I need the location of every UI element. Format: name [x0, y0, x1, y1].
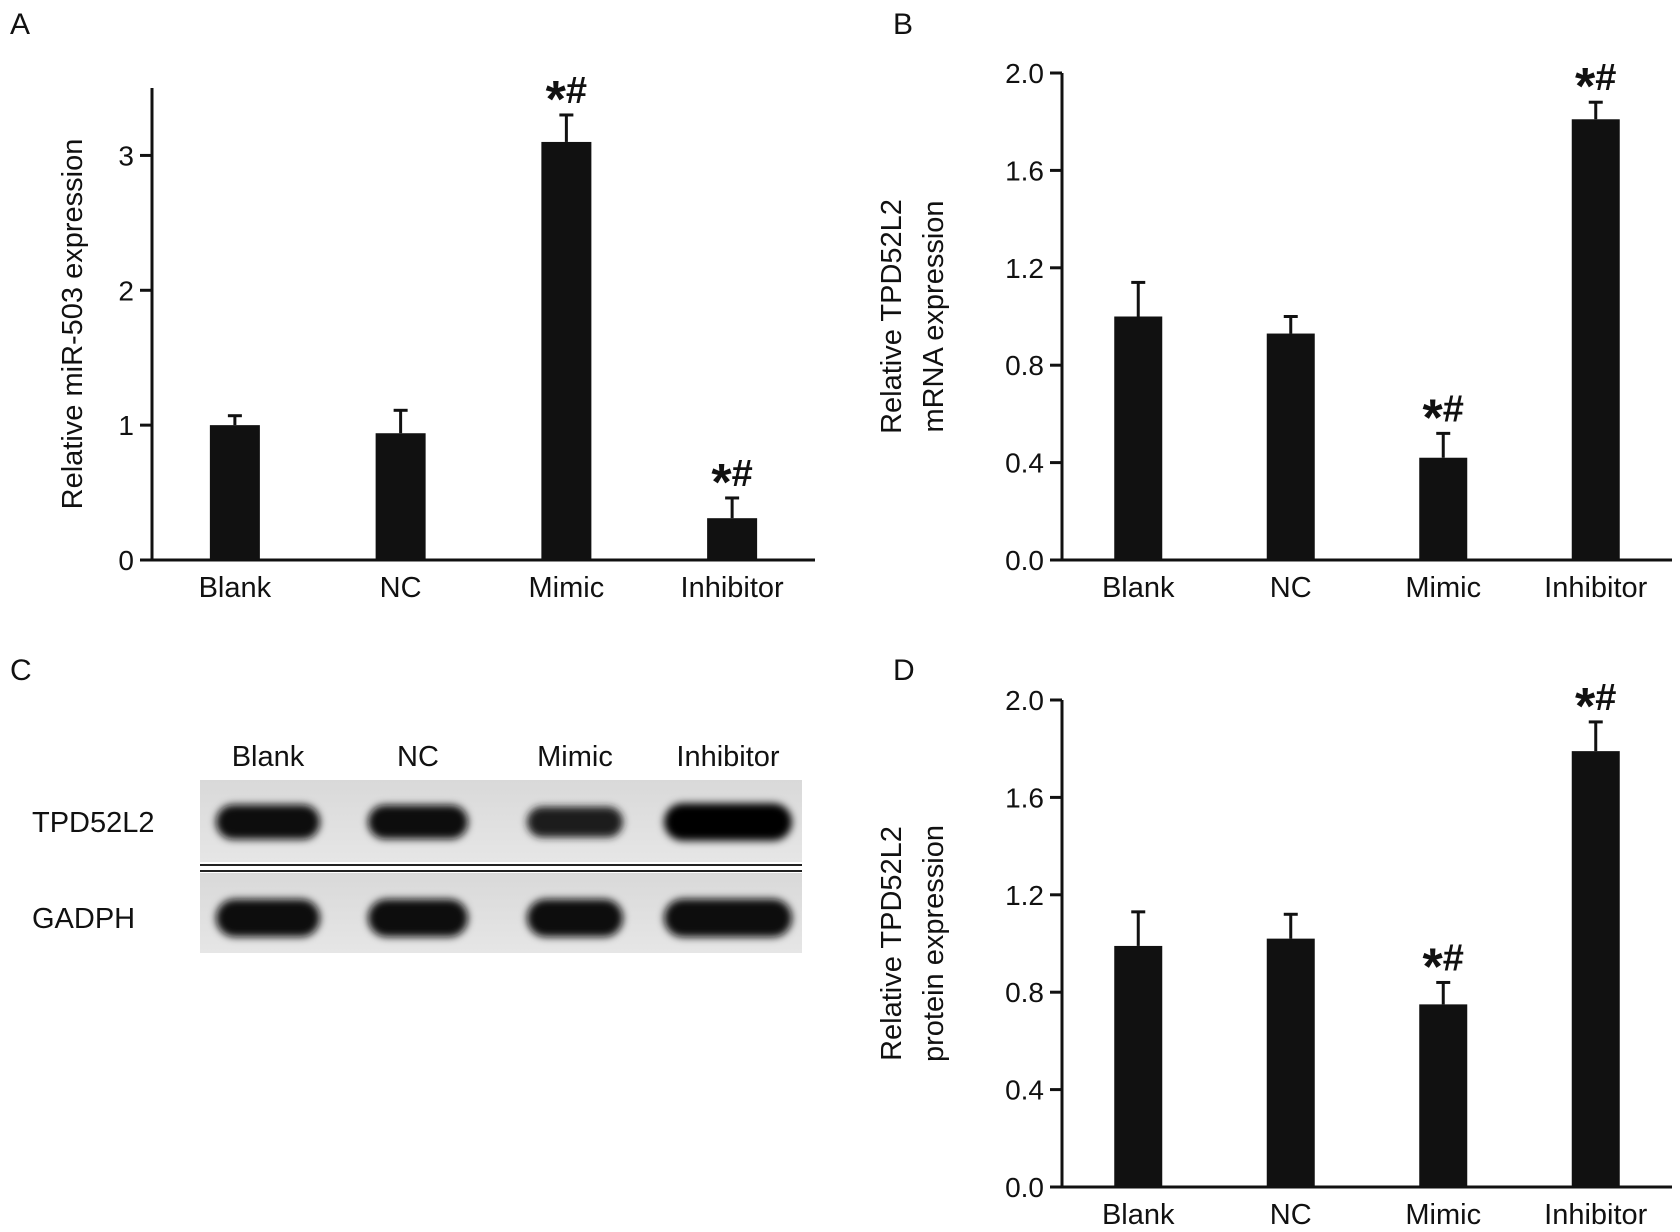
panel-label-d: D [893, 654, 915, 687]
blot-band [216, 899, 320, 937]
bar-mimic [1419, 457, 1468, 560]
x-tick-label: Mimic [1405, 1199, 1481, 1231]
blot-band [527, 806, 623, 838]
y-tick-label: 0.4 [1005, 1075, 1044, 1106]
significance-marker: *# [711, 453, 752, 512]
bar-nc [375, 433, 426, 560]
x-tick-label: Blank [1102, 572, 1175, 604]
blot-band [216, 804, 320, 840]
x-tick-label: Inhibitor [1544, 1199, 1648, 1231]
y-tick-label: 0.0 [1005, 545, 1044, 576]
x-tick-label: Inhibitor [681, 572, 785, 604]
western-blot: Blank NC Mimic Inhibitor TPD52L2 GADPH [32, 741, 802, 953]
y-axis-label: mRNA expression [918, 200, 950, 432]
blot-band [368, 805, 468, 839]
bar-mimic [1419, 1004, 1468, 1187]
bar-inhibitor [707, 518, 758, 560]
y-tick-label: 1.2 [1005, 253, 1044, 284]
x-tick-label: NC [380, 572, 422, 604]
y-axis-label: Relative TPD52L2 [876, 826, 908, 1061]
bar-mimic [541, 141, 592, 560]
blot-band [527, 899, 623, 937]
blot-lane-label: NC [397, 741, 439, 773]
bar-blank [1114, 945, 1163, 1187]
x-tick-label: Inhibitor [1544, 572, 1648, 604]
blot-band [368, 899, 468, 937]
blot-lane-label: Inhibitor [676, 741, 780, 773]
chart-panel-d: 0.0 0.4 0.8 1.2 1.6 2.0 Relative TPD52L2 protei… [876, 677, 1672, 1231]
x-tick-label: Blank [1102, 1199, 1175, 1231]
bar-nc [1266, 333, 1315, 560]
y-tick-label: 0.8 [1005, 977, 1044, 1008]
y-tick-label: 1.2 [1005, 880, 1044, 911]
panel-label-c: C [10, 654, 32, 687]
x-tick-label: Blank [199, 572, 272, 604]
blot-row-label: TPD52L2 [32, 807, 155, 839]
blot-band [664, 803, 792, 841]
blot-lane-label: Mimic [537, 741, 613, 773]
significance-marker: *# [1575, 677, 1616, 736]
y-tick-label: 1.6 [1005, 155, 1044, 186]
y-tick-label: 1.6 [1005, 782, 1044, 813]
y-tick-label: 0 [118, 545, 134, 576]
significance-marker: *# [1423, 937, 1464, 996]
y-tick-label: 0.4 [1005, 448, 1044, 479]
panel-label-b: B [893, 8, 913, 41]
blot-lane-label: Blank [232, 741, 305, 773]
y-axis-label: Relative miR-503 expression [57, 139, 89, 510]
bar-blank [209, 425, 260, 560]
significance-marker: *# [546, 70, 587, 129]
y-axis-label: protein expression [918, 825, 950, 1062]
y-tick-label: 2 [118, 275, 134, 306]
significance-marker: *# [1575, 57, 1616, 116]
blot-row-label: GADPH [32, 903, 135, 935]
panel-label-a: A [10, 8, 30, 41]
blot-band [664, 898, 792, 938]
x-tick-label: Mimic [529, 572, 605, 604]
y-tick-label: 2.0 [1005, 58, 1044, 89]
chart-panel-b: 0.0 0.4 0.8 1.2 1.6 2.0 Relative TPD52L2 mRNA e… [876, 57, 1672, 604]
x-tick-label: Mimic [1405, 572, 1481, 604]
y-tick-label: 2.0 [1005, 685, 1044, 716]
bar-nc [1266, 938, 1315, 1187]
bar-blank [1114, 316, 1163, 560]
y-tick-label: 0.0 [1005, 1172, 1044, 1203]
y-tick-label: 1 [118, 410, 134, 441]
x-tick-label: NC [1270, 572, 1312, 604]
bar-inhibitor [1571, 751, 1620, 1187]
significance-marker: *# [1423, 388, 1464, 447]
y-tick-label: 0.8 [1005, 350, 1044, 381]
chart-panel-a: 0 1 2 3 Relative miR-503 expression Blank NC *#… [57, 70, 815, 604]
x-tick-label: NC [1270, 1199, 1312, 1231]
bar-inhibitor [1571, 119, 1620, 560]
y-tick-label: 3 [118, 140, 134, 171]
y-axis-label: Relative TPD52L2 [876, 199, 908, 434]
